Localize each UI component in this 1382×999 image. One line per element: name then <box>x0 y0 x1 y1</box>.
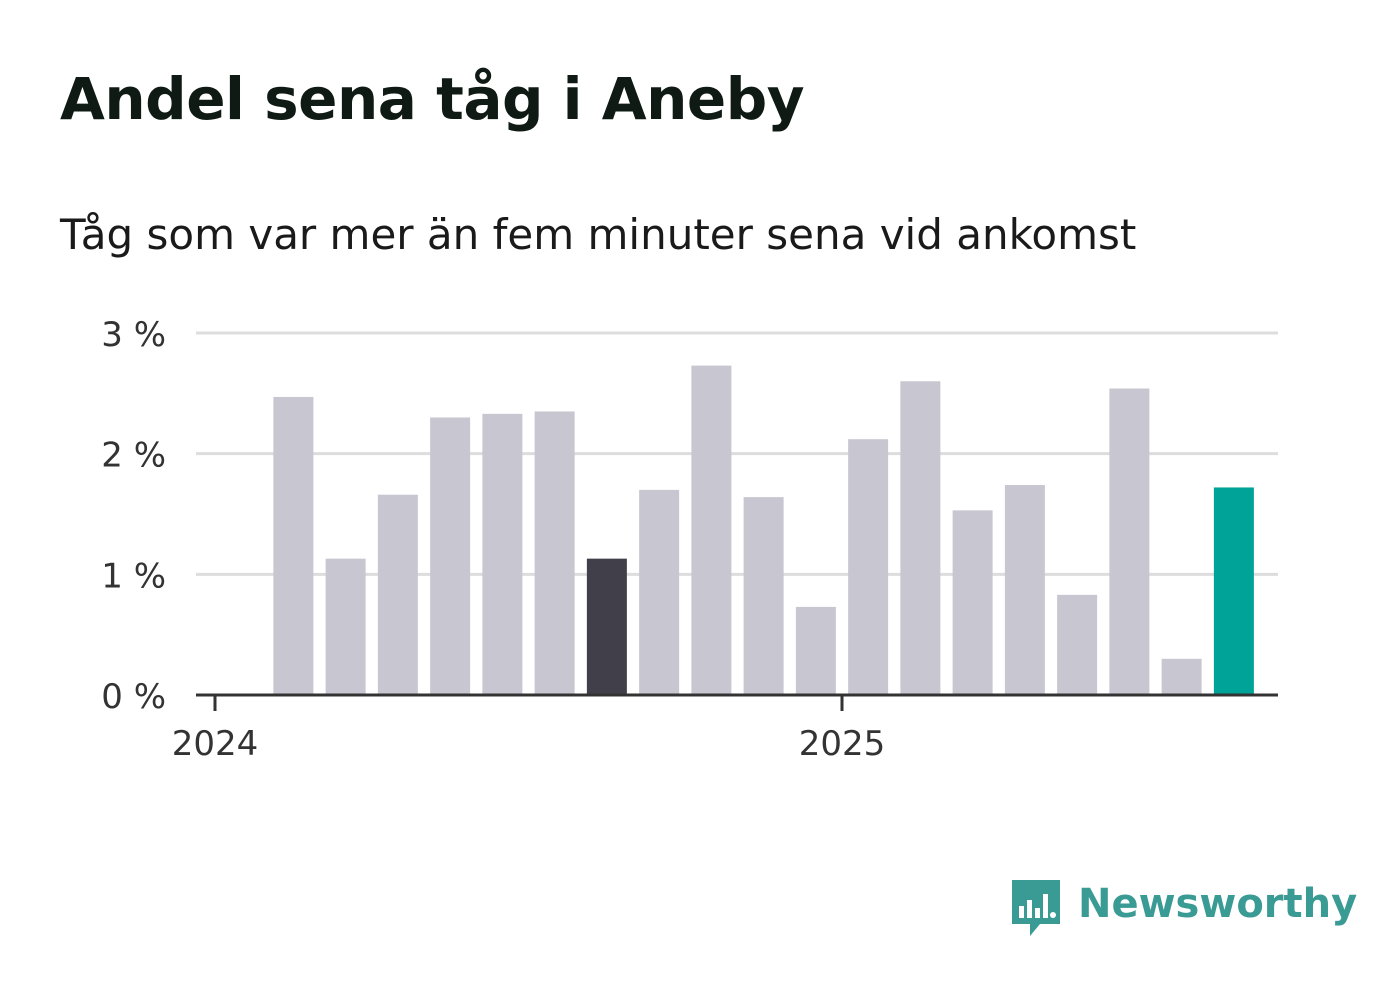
bar <box>795 606 836 695</box>
bar <box>273 396 314 695</box>
brand-name: Newsworthy <box>1078 881 1358 927</box>
x-tick-label: 2025 <box>799 724 886 764</box>
bar <box>952 510 993 695</box>
bar <box>482 413 523 695</box>
bar <box>900 381 941 695</box>
y-tick-label: 2 % <box>101 436 166 476</box>
y-tick-label: 0 % <box>101 677 166 717</box>
chart-title: Andel sena tåg i Aneby <box>60 65 805 133</box>
bar <box>430 417 471 695</box>
x-axis <box>196 693 1278 711</box>
bar <box>1109 388 1150 695</box>
axis-labels: 0 % 1 % 2 % 3 % 2024 2025 <box>101 315 885 764</box>
chart-subtitle: Tåg som var mer än fem minuter sena vid … <box>60 210 1137 259</box>
bar <box>586 558 627 695</box>
bar <box>325 558 366 695</box>
bar <box>377 494 418 695</box>
bar <box>848 439 889 695</box>
bar <box>1004 485 1045 695</box>
bar <box>691 365 732 695</box>
bar <box>534 411 575 695</box>
bar <box>1161 658 1202 695</box>
newsworthy-brand: Newsworthy <box>1010 878 1357 948</box>
bar <box>639 489 680 695</box>
gridlines <box>196 331 1278 576</box>
bar <box>1213 487 1254 695</box>
y-tick-label: 3 % <box>101 315 166 355</box>
newsworthy-logo-icon <box>1012 880 1060 936</box>
x-tick-label: 2024 <box>172 724 259 764</box>
bars <box>273 365 1254 695</box>
bar <box>1057 594 1098 695</box>
y-tick-label: 1 % <box>101 556 166 596</box>
bar <box>743 497 784 695</box>
